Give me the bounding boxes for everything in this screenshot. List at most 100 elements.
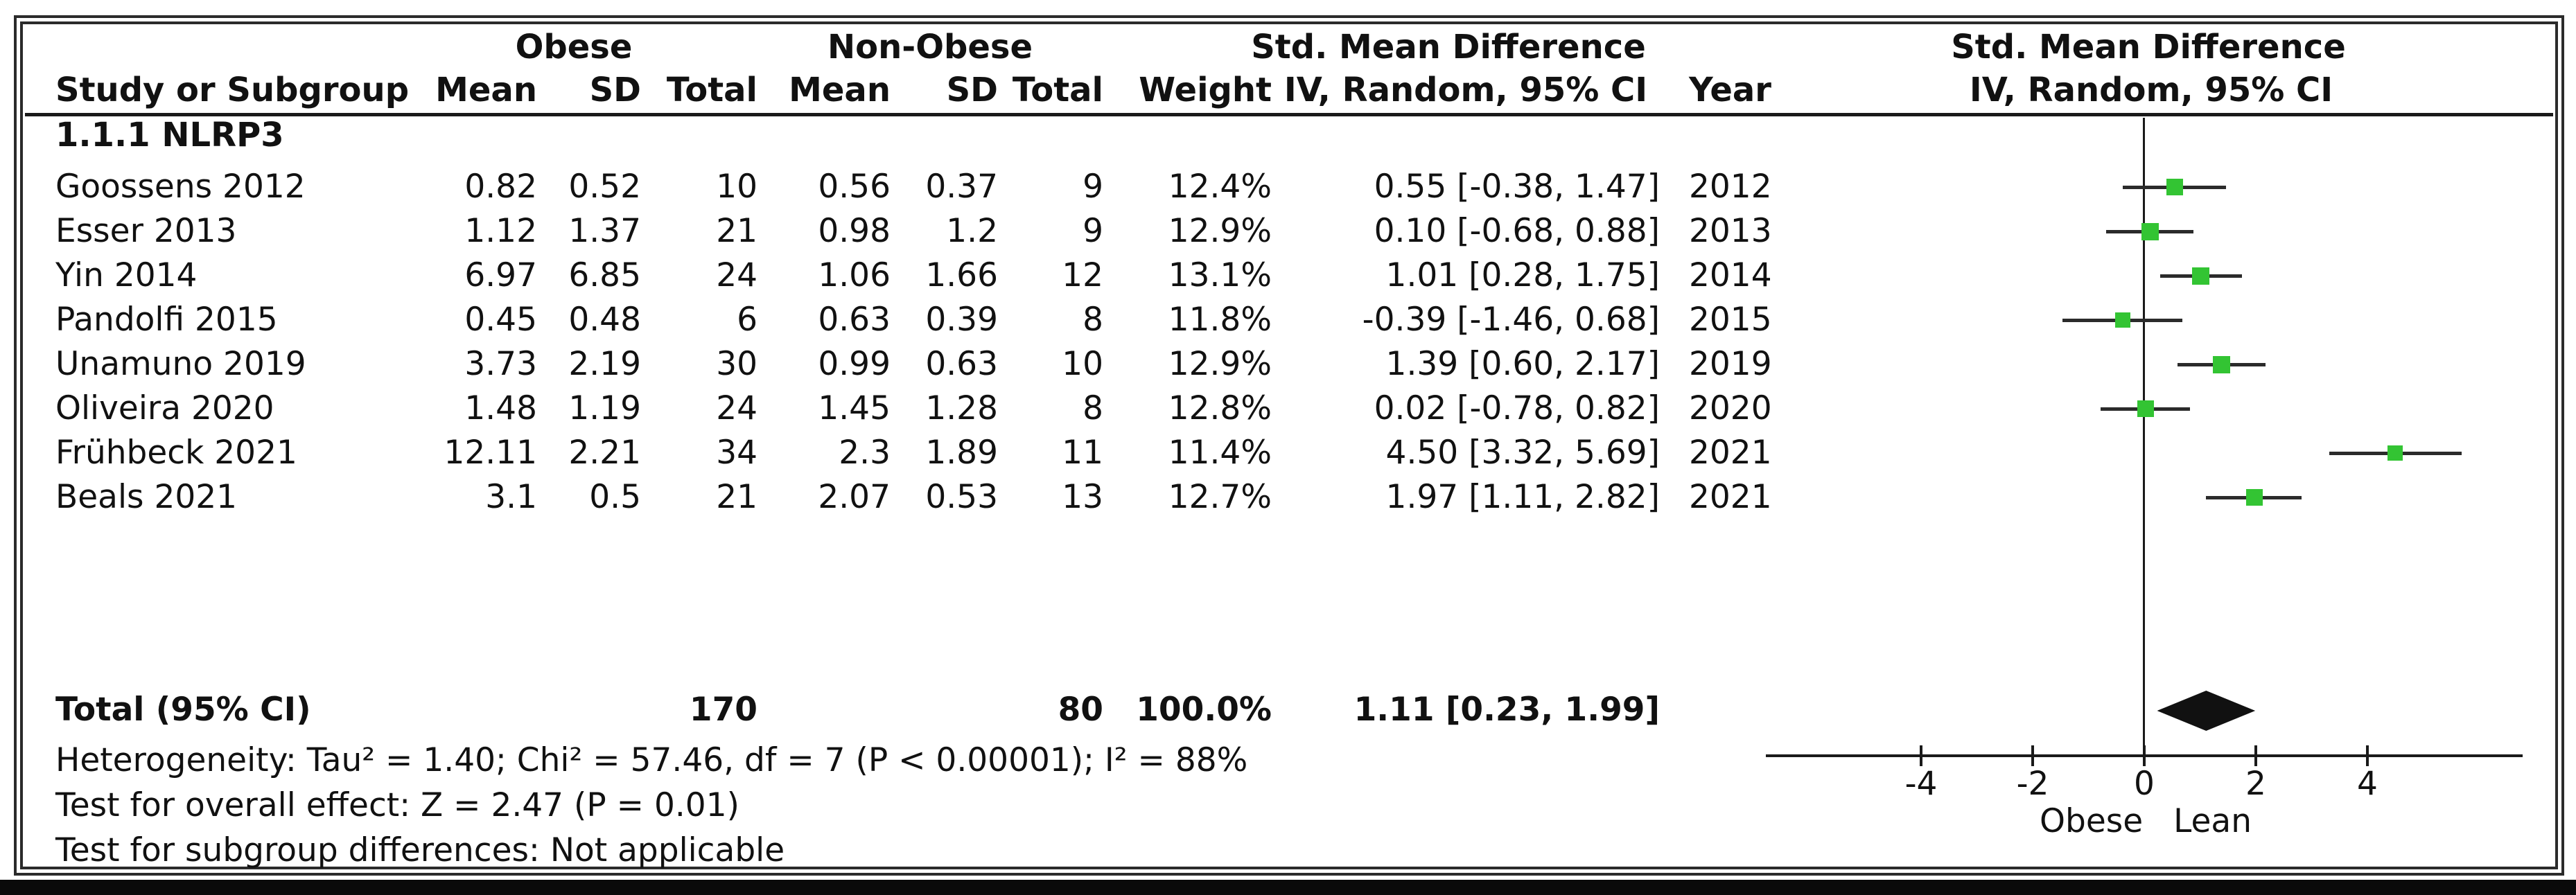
obese-sd: 6.85 — [568, 256, 641, 294]
study-row: Esser 2013 1.12 1.37 21 0.98 1.2 9 12.9%… — [42, 209, 1786, 254]
plot-header-model: IV, Random, 95% CI — [1969, 71, 2333, 109]
heterogeneity-text: Heterogeneity: Tau² = 1.40; Chi² = 57.46… — [55, 741, 1248, 779]
obese-total: 21 — [716, 478, 757, 516]
obese-mean: 1.12 — [464, 212, 537, 250]
header-rule — [25, 113, 2553, 116]
subgroup-differences-text: Test for subgroup differences: Not appli… — [55, 831, 785, 869]
axis-tick-label: 2 — [2245, 765, 2266, 803]
obese-sd: 0.52 — [568, 168, 641, 206]
subgroup-label: 1.1.1 NLRP3 — [55, 116, 284, 154]
effect-marker — [2213, 355, 2231, 373]
axis-tick-label: 4 — [2357, 765, 2378, 803]
study-ci-text: 1.97 [1.11, 2.82] — [1385, 478, 1660, 516]
lean-total: 9 — [1083, 168, 1103, 206]
effect-marker — [2245, 489, 2263, 506]
effect-marker — [2141, 222, 2159, 240]
study-ci-text: 0.02 [-0.78, 0.82] — [1374, 389, 1660, 427]
study-name: Goossens 2012 — [55, 168, 306, 206]
axis-tick — [2366, 745, 2369, 766]
lean-mean: 1.06 — [818, 256, 891, 294]
axis-label-obese: Obese — [2039, 802, 2144, 840]
obese-total: 34 — [716, 434, 757, 472]
obese-mean: 3.73 — [464, 345, 537, 383]
obese-mean: 6.97 — [464, 256, 537, 294]
lean-sd: 1.89 — [925, 434, 998, 472]
lean-total: 13 — [1062, 478, 1103, 516]
axis-tick-label: -4 — [1904, 765, 1938, 803]
col-header-mean1: Mean — [435, 71, 537, 109]
study-ci-text: 1.39 [0.60, 2.17] — [1385, 345, 1660, 383]
study-year: 2021 — [1689, 478, 1772, 516]
axis-tick — [2254, 745, 2257, 766]
lean-mean: 0.56 — [818, 168, 891, 206]
overall-effect-text: Test for overall effect: Z = 2.47 (P = 0… — [55, 786, 739, 824]
lean-sd: 0.53 — [925, 478, 998, 516]
obese-total: 6 — [737, 301, 757, 339]
obese-sd: 2.21 — [568, 434, 641, 472]
study-weight: 13.1% — [1168, 256, 1272, 294]
study-weight: 12.9% — [1168, 212, 1272, 250]
col-header-total2: Total — [1012, 71, 1103, 109]
group-header-smd-right: Std. Mean Difference — [1951, 28, 2346, 67]
obese-mean: 3.1 — [485, 478, 537, 516]
study-year: 2015 — [1689, 301, 1772, 339]
study-ci-text: 4.50 [3.32, 5.69] — [1385, 434, 1660, 472]
col-header-total1: Total — [666, 71, 757, 109]
figure-frame — [14, 15, 2564, 876]
obese-sd: 0.48 — [568, 301, 641, 339]
study-row: Goossens 2012 0.82 0.52 10 0.56 0.37 9 1… — [42, 165, 1786, 209]
col-header-year: Year — [1689, 71, 1771, 109]
obese-sd: 2.19 — [568, 345, 641, 383]
obese-mean: 1.48 — [464, 389, 537, 427]
col-header-study: Study or Subgroup — [55, 71, 410, 109]
obese-mean: 0.82 — [464, 168, 537, 206]
study-year: 2021 — [1689, 434, 1772, 472]
lean-total: 10 — [1062, 345, 1103, 383]
study-ci-text: 0.10 [-0.68, 0.88] — [1374, 212, 1660, 250]
study-row: Beals 2021 3.1 0.5 21 2.07 0.53 13 12.7%… — [42, 475, 1786, 520]
lean-sd: 1.66 — [925, 256, 998, 294]
effect-marker — [2387, 445, 2403, 461]
study-row: Frühbeck 2021 12.11 2.21 34 2.3 1.89 11 … — [42, 431, 1786, 475]
obese-sd: 0.5 — [589, 478, 641, 516]
scan-bottom-border — [0, 880, 2576, 895]
total-ci-text: 1.11 [0.23, 1.99] — [1353, 691, 1660, 729]
col-header-ci: IV, Random, 95% CI — [1283, 71, 1648, 109]
study-weight: 12.4% — [1168, 168, 1272, 206]
obese-total: 21 — [716, 212, 757, 250]
col-header-sd1: SD — [589, 71, 641, 109]
study-year: 2013 — [1689, 212, 1772, 250]
study-name: Unamuno 2019 — [55, 345, 306, 383]
obese-mean: 12.11 — [444, 434, 537, 472]
study-year: 2020 — [1689, 389, 1772, 427]
study-weight: 11.4% — [1168, 434, 1272, 472]
obese-sd: 1.19 — [568, 389, 641, 427]
total-lean-n: 80 — [1058, 691, 1103, 729]
study-name: Yin 2014 — [55, 256, 198, 294]
axis-tick-label: -2 — [2016, 765, 2049, 803]
study-row: Oliveira 2020 1.48 1.19 24 1.45 1.28 8 1… — [42, 387, 1786, 431]
study-weight: 12.9% — [1168, 345, 1272, 383]
lean-mean: 2.3 — [839, 434, 891, 472]
group-header-obese: Obese — [515, 28, 633, 67]
total-row: Total (95% CI) 170 80 100.0% 1.11 [0.23,… — [42, 688, 1786, 732]
lean-sd: 0.63 — [925, 345, 998, 383]
zero-line — [2143, 118, 2145, 766]
lean-total: 9 — [1083, 212, 1103, 250]
study-name: Esser 2013 — [55, 212, 237, 250]
study-ci-text: -0.39 [-1.46, 0.68] — [1362, 301, 1660, 339]
lean-mean: 1.45 — [818, 389, 891, 427]
axis-label-lean: Lean — [2173, 802, 2252, 840]
col-header-weight: Weight — [1139, 71, 1272, 109]
study-row: Pandolfi 2015 0.45 0.48 6 0.63 0.39 8 11… — [42, 298, 1786, 342]
lean-mean: 0.99 — [818, 345, 891, 383]
axis-direction-labels: Obese Lean — [2040, 802, 2252, 841]
study-name: Oliveira 2020 — [55, 389, 274, 427]
study-name: Pandolfi 2015 — [55, 301, 278, 339]
lean-sd: 1.28 — [925, 389, 998, 427]
obese-mean: 0.45 — [464, 301, 537, 339]
study-ci-text: 0.55 [-0.38, 1.47] — [1374, 168, 1660, 206]
study-weight: 12.8% — [1168, 389, 1272, 427]
obese-total: 30 — [716, 345, 757, 383]
